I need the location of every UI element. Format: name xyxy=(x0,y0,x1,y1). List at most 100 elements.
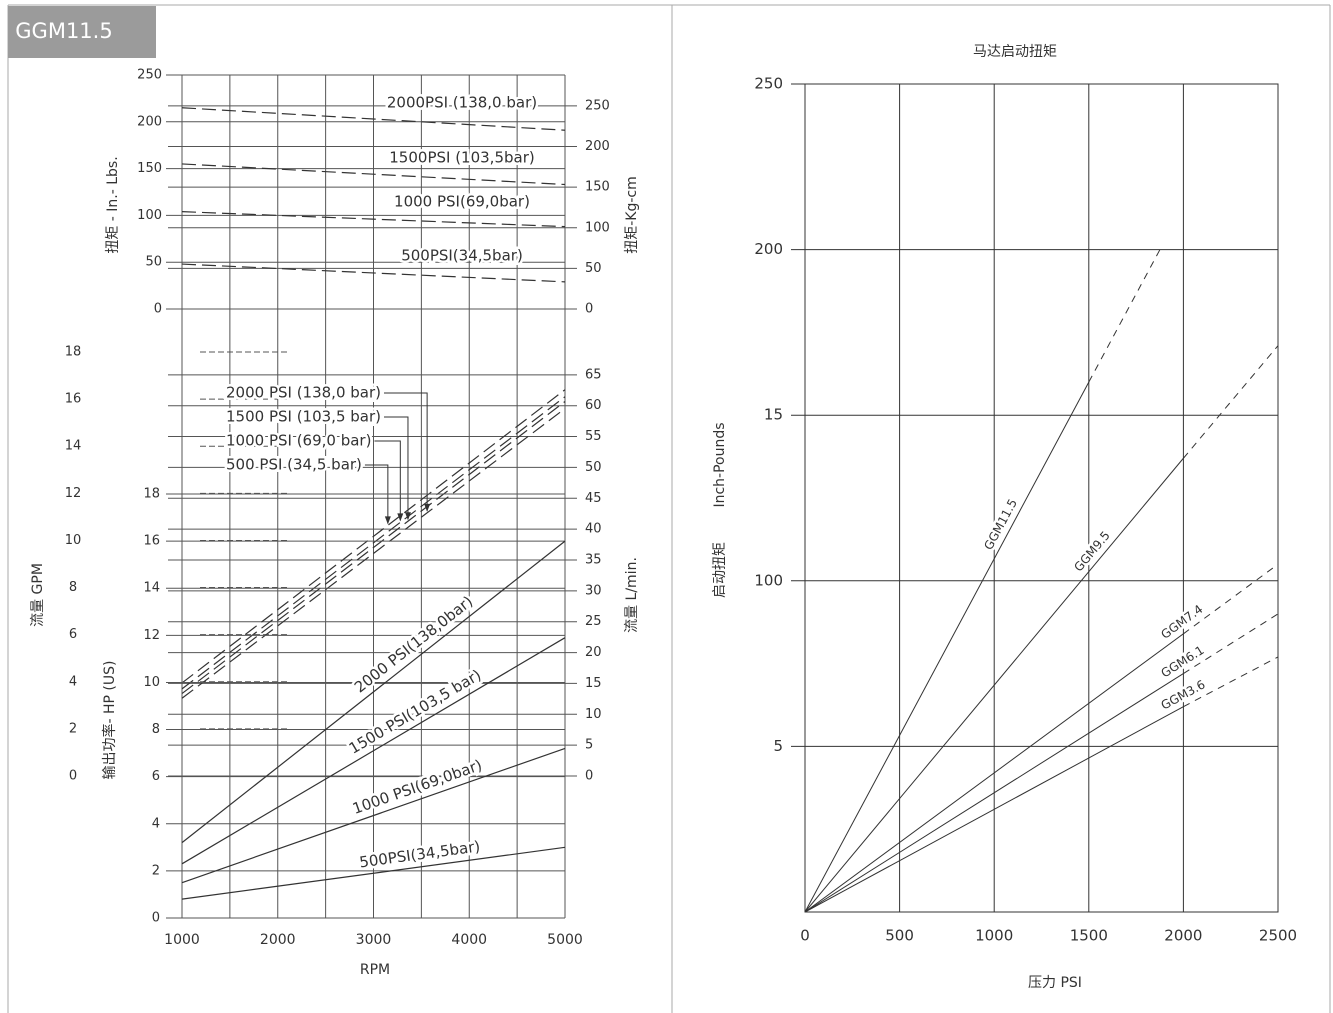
y-tick-label: 250 xyxy=(754,75,783,93)
series-line xyxy=(804,673,1184,913)
y2-tick-label: 20 xyxy=(585,645,602,660)
y2-tick-label: 100 xyxy=(585,220,610,235)
x-tick-label: 2000 xyxy=(1164,927,1202,945)
y-tick-label: 4 xyxy=(69,674,77,689)
y2-axis-label: 扭矩-Kg-cm xyxy=(624,176,640,254)
series-label: 500 PSI (34,5 bar) xyxy=(226,456,362,474)
series-label: 1500PSI (103,5bar) xyxy=(389,148,534,166)
y-tick-label: 150 xyxy=(137,161,162,176)
series-line xyxy=(181,389,566,684)
badge: GGM11.5 xyxy=(15,19,112,43)
series-line xyxy=(1183,563,1279,635)
y-tick-label: 250 xyxy=(137,68,162,83)
y-tick-label: 0 xyxy=(152,911,160,926)
y2-tick-label: 35 xyxy=(585,552,602,567)
series-line xyxy=(181,747,566,884)
x-tick-label: 5000 xyxy=(547,932,583,948)
series-line xyxy=(181,400,566,695)
y2-tick-label: 25 xyxy=(585,614,602,629)
series-line xyxy=(181,408,566,699)
series-line xyxy=(1183,345,1279,459)
y2-tick-label: 15 xyxy=(585,676,602,691)
y2-tick-label: 150 xyxy=(585,180,610,195)
y2-tick-label: 60 xyxy=(585,398,602,413)
y-axis-label: 输出功率- HP (US) xyxy=(101,661,118,780)
y-tick-label: 15 xyxy=(764,406,783,424)
y-tick-label: 18 xyxy=(143,487,160,502)
x-tick-label: 1000 xyxy=(164,932,200,948)
series-line xyxy=(181,211,566,228)
y2-tick-label: 5 xyxy=(585,738,593,753)
y-tick-label: 8 xyxy=(69,580,77,595)
y-tick-label: 5 xyxy=(773,737,783,755)
y-tick-label: 100 xyxy=(754,571,783,589)
x-tick-label: 2500 xyxy=(1259,927,1297,945)
y-tick-label: 14 xyxy=(143,581,160,596)
y2-tick-label: 10 xyxy=(585,707,602,722)
x-axis-label: RPM xyxy=(360,962,390,978)
y-tick-label: 10 xyxy=(65,533,82,548)
x-tick-label: 4000 xyxy=(451,932,487,948)
leader-line xyxy=(384,416,409,520)
series-line xyxy=(804,633,1184,913)
series-line xyxy=(181,540,566,844)
y2-tick-label: 45 xyxy=(585,491,602,506)
series-line xyxy=(181,163,566,186)
series-line xyxy=(1183,613,1279,674)
y2-tick-label: 250 xyxy=(585,98,610,113)
y-tick-label: 100 xyxy=(137,208,162,223)
y-axis-unit: Inch-Pounds xyxy=(712,422,728,507)
y-tick-label: 18 xyxy=(65,345,82,360)
x-axis-label: 压力 PSI xyxy=(1028,975,1082,991)
y2-tick-label: 65 xyxy=(585,367,602,382)
y2-axis-label: 流量 L/min. xyxy=(624,557,640,633)
series-line xyxy=(804,706,1184,913)
y-tick-label: 2 xyxy=(152,863,160,878)
series-line xyxy=(181,637,566,865)
leader-line xyxy=(364,464,389,524)
series-line xyxy=(181,107,566,131)
series-line xyxy=(181,263,566,283)
leader-line xyxy=(384,392,428,511)
y2-tick-label: 30 xyxy=(585,583,602,598)
series-label: 1000 PSI (69,0 bar) xyxy=(226,432,371,450)
y-tick-label: 2 xyxy=(69,721,77,736)
y-tick-label: 10 xyxy=(143,675,160,690)
y-tick-label: 50 xyxy=(145,255,162,270)
y-tick-label: 6 xyxy=(152,769,160,784)
series-line xyxy=(181,846,566,900)
y-tick-label: 16 xyxy=(143,534,160,549)
leader-arrow xyxy=(397,513,404,522)
series-line xyxy=(181,396,566,690)
y-tick-label: 12 xyxy=(65,486,82,501)
series-label: 500PSI(34,5bar) xyxy=(401,247,523,265)
series-label: 2000 PSI (138,0 bar) xyxy=(226,384,381,402)
y-tick-label: 6 xyxy=(69,627,77,642)
y-tick-label: 200 xyxy=(754,240,783,258)
y-tick-label: 200 xyxy=(137,114,162,129)
y-axis-label: 流量 GPM xyxy=(30,563,46,627)
leader-arrow xyxy=(384,516,391,525)
y2-tick-label: 50 xyxy=(585,460,602,475)
series-line xyxy=(804,381,1090,913)
y-tick-label: 0 xyxy=(154,302,162,317)
y2-tick-label: 50 xyxy=(585,261,602,276)
y-axis-label: 扭矩 - In.- Lbs. xyxy=(105,156,121,253)
y2-tick-label: 0 xyxy=(585,302,593,317)
chart-title: 马达启动扭矩 xyxy=(973,44,1057,60)
badge-bg xyxy=(8,6,156,58)
y-tick-label: 14 xyxy=(65,439,82,454)
series-line xyxy=(804,457,1184,913)
y2-tick-label: 0 xyxy=(585,769,593,784)
y2-tick-label: 200 xyxy=(585,139,610,154)
series-label: 1000 PSI(69,0bar) xyxy=(394,192,530,210)
y-tick-label: 0 xyxy=(69,769,77,784)
x-tick-label: 1000 xyxy=(975,927,1013,945)
y2-tick-label: 55 xyxy=(585,429,602,444)
y-tick-label: 4 xyxy=(152,816,160,831)
x-tick-label: 3000 xyxy=(356,932,392,948)
y-axis-label: 启动扭矩 xyxy=(712,542,728,598)
y-tick-label: 8 xyxy=(152,722,160,737)
